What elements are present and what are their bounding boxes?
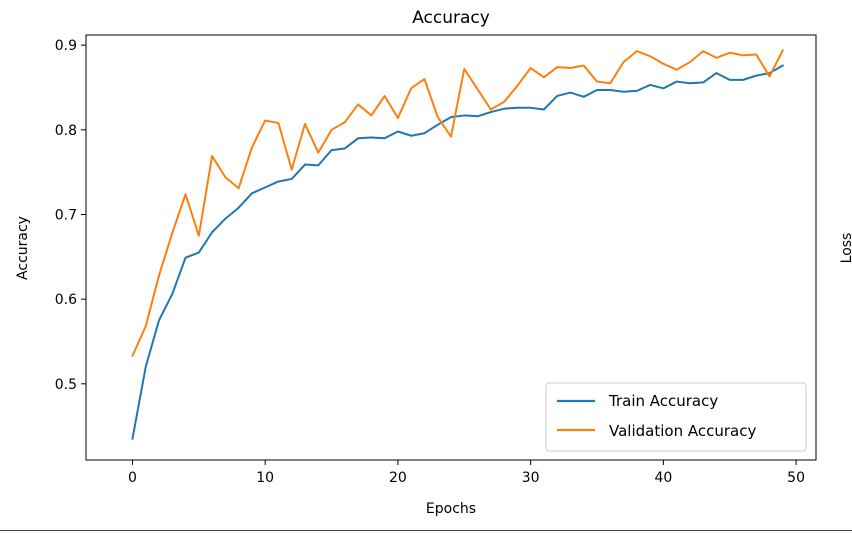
legend: Train Accuracy Validation Accuracy xyxy=(545,382,807,452)
plot-frame xyxy=(85,34,817,461)
y-tick-label: 0.5 xyxy=(55,377,77,393)
x-tick-label: 30 xyxy=(522,470,540,486)
y-tick-label: 0.9 xyxy=(55,38,77,54)
bottom-divider xyxy=(0,530,852,531)
x-tick-label: 0 xyxy=(128,470,137,486)
legend-box xyxy=(545,382,807,452)
chart-title: Accuracy xyxy=(412,8,490,28)
plot-lines xyxy=(131,49,784,440)
x-tick-label: 20 xyxy=(389,470,407,486)
x-tick-label: 50 xyxy=(787,470,805,486)
series-line-0 xyxy=(131,64,784,440)
y-tick-label: 0.7 xyxy=(55,207,77,223)
loss-axis-label: Loss xyxy=(839,233,852,264)
series-line-1 xyxy=(131,49,784,357)
legend-label-train: Train Accuracy xyxy=(608,392,718,410)
legend-label-validation: Validation Accuracy xyxy=(609,422,756,440)
y-tick-label: 0.8 xyxy=(55,123,77,139)
y-axis-label: Accuracy xyxy=(15,216,31,280)
x-axis-label: Epochs xyxy=(426,501,476,517)
x-ticks: 0 10 20 30 40 50 xyxy=(128,460,805,486)
x-tick-label: 10 xyxy=(256,470,274,486)
y-tick-label: 0.6 xyxy=(55,292,77,308)
x-tick-label: 40 xyxy=(654,470,672,486)
y-ticks: 0.5 0.6 0.7 0.8 0.9 xyxy=(55,38,86,393)
